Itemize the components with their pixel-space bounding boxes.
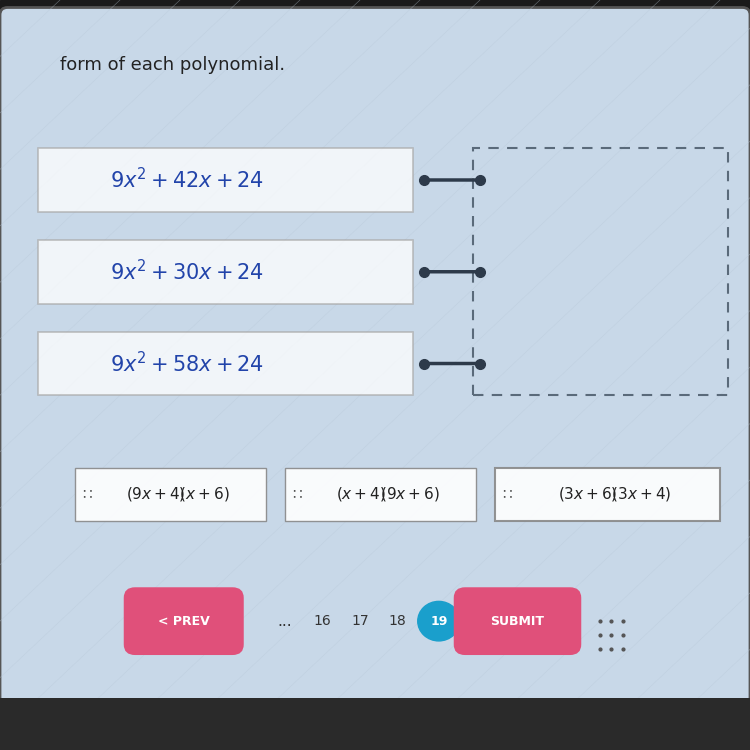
Text: $9x^2 + 42x + 24$: $9x^2 + 42x + 24$ — [110, 167, 265, 193]
Text: ∷: ∷ — [292, 487, 302, 502]
Text: ...: ... — [278, 614, 292, 628]
Text: hp: hp — [361, 739, 389, 750]
Text: form of each polynomial.: form of each polynomial. — [60, 56, 285, 74]
Text: 18: 18 — [388, 614, 406, 628]
Text: $\!(3x + 6)\!\!(3x + 4)\!$: $\!(3x + 6)\!\!(3x + 4)\!$ — [559, 485, 671, 503]
Text: SUBMIT: SUBMIT — [490, 615, 544, 628]
FancyBboxPatch shape — [285, 468, 476, 520]
Text: 19: 19 — [430, 615, 448, 628]
Text: $\!(9x + 4)\!\!(x + 6)\!$: $\!(9x + 4)\!\!(x + 6)\!$ — [127, 485, 230, 503]
FancyBboxPatch shape — [38, 332, 412, 395]
Text: $9x^2 + 30x + 24$: $9x^2 + 30x + 24$ — [110, 260, 265, 284]
Text: 16: 16 — [314, 614, 332, 628]
Text: $9x^2 + 58x + 24$: $9x^2 + 58x + 24$ — [110, 351, 265, 376]
FancyBboxPatch shape — [454, 587, 581, 655]
Text: ∷: ∷ — [82, 487, 92, 502]
Text: $\!(x + 4)\!\!(9x + 6)\!$: $\!(x + 4)\!\!(9x + 6)\!$ — [337, 485, 440, 503]
Text: < PREV: < PREV — [158, 615, 209, 628]
FancyBboxPatch shape — [495, 468, 720, 520]
FancyBboxPatch shape — [38, 240, 412, 304]
FancyBboxPatch shape — [124, 587, 244, 655]
FancyBboxPatch shape — [75, 468, 266, 520]
Text: 17: 17 — [351, 614, 369, 628]
Circle shape — [418, 602, 460, 641]
FancyBboxPatch shape — [38, 148, 412, 211]
Text: ∷: ∷ — [503, 487, 512, 502]
